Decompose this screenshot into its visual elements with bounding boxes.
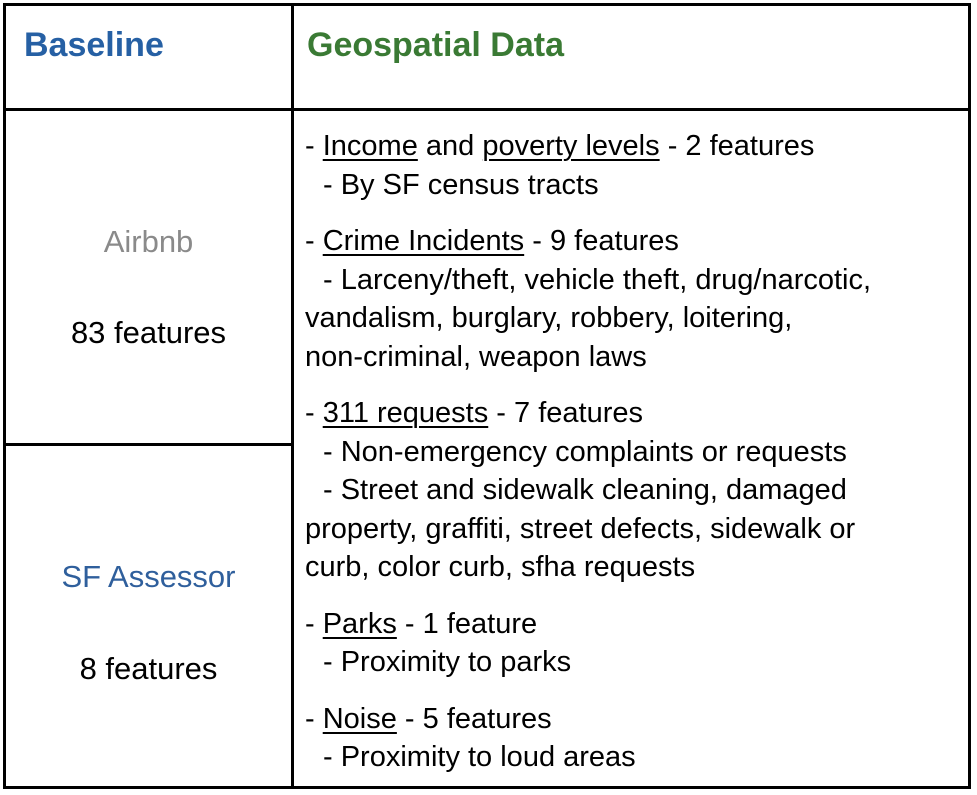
income-line: - Income and poverty levels - 2 features <box>305 127 965 166</box>
noise-line: - Noise - 5 features <box>305 700 965 739</box>
noise-group: - Noise - 5 features - Proximity to loud… <box>305 700 965 777</box>
dash: - <box>305 397 323 429</box>
parks-group: - Parks - 1 feature - Proximity to parks <box>305 605 965 682</box>
airbnb-label: Airbnb <box>103 224 194 259</box>
income-group: - Income and poverty levels - 2 features… <box>305 127 965 204</box>
income-count: - 2 features <box>659 130 815 162</box>
requests-311-line: - 311 requests - 7 features <box>305 394 965 433</box>
crime-line: - Crime Incidents - 9 features <box>305 222 965 261</box>
column-divider <box>291 6 294 786</box>
features-table: Baseline Geospatial Data Airbnb 83 featu… <box>3 3 971 789</box>
geospatial-header: Geospatial Data <box>307 26 564 64</box>
requests-311-detail-1: - Non-emergency complaints or requests <box>323 435 847 468</box>
airbnb-feature-count: 83 features <box>70 315 227 350</box>
crime-term: Crime Incidents <box>322 225 525 257</box>
dash: - <box>305 607 323 640</box>
requests-311-detail-cont-2: curb, color curb, sfha requests <box>305 551 696 583</box>
sf-assessor-label: SF Assessor <box>61 559 236 594</box>
income-term: Income <box>322 130 418 162</box>
crime-count: - 9 features <box>524 225 679 257</box>
dash: - <box>305 130 323 162</box>
baseline-header: Baseline <box>24 26 164 64</box>
conjunction: and <box>417 130 483 162</box>
requests-311-term: 311 requests <box>322 397 489 429</box>
parks-detail: - Proximity to parks <box>323 646 572 678</box>
crime-detail-cont-1: vandalism, burglary, robbery, loitering, <box>305 302 793 334</box>
income-detail: - By SF census tracts <box>323 168 599 201</box>
noise-detail: - Proximity to loud areas <box>323 741 636 773</box>
sf-assessor-feature-count: 8 features <box>79 651 218 686</box>
header-divider <box>6 108 968 111</box>
crime-detail-cont-2: non-criminal, weapon laws <box>305 340 647 373</box>
crime-detail: - Larceny/theft, vehicle theft, drug/nar… <box>323 263 872 296</box>
geospatial-list: - Income and poverty levels - 2 features… <box>305 127 965 795</box>
requests-311-count: - 7 features <box>488 397 643 429</box>
requests-311-group: - 311 requests - 7 features - Non-emerge… <box>305 394 965 587</box>
parks-line: - Parks - 1 feature <box>305 605 965 644</box>
parks-count: - 1 feature <box>396 607 538 640</box>
dash: - <box>305 702 323 735</box>
dash: - <box>305 225 323 257</box>
row-divider <box>6 443 291 446</box>
requests-311-detail-2: - Street and sidewalk cleaning, damaged <box>323 474 847 506</box>
noise-count: - 5 features <box>396 702 552 735</box>
crime-group: - Crime Incidents - 9 features - Larceny… <box>305 222 965 376</box>
noise-term: Noise <box>322 702 397 735</box>
poverty-term: poverty levels <box>482 130 660 162</box>
parks-term: Parks <box>322 607 397 640</box>
requests-311-detail-cont-1: property, graffiti, street defects, side… <box>305 512 856 545</box>
